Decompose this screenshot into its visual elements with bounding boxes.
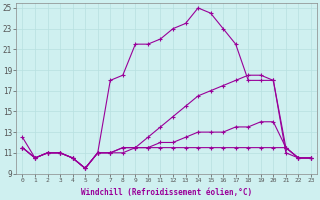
X-axis label: Windchill (Refroidissement éolien,°C): Windchill (Refroidissement éolien,°C) (81, 188, 252, 197)
